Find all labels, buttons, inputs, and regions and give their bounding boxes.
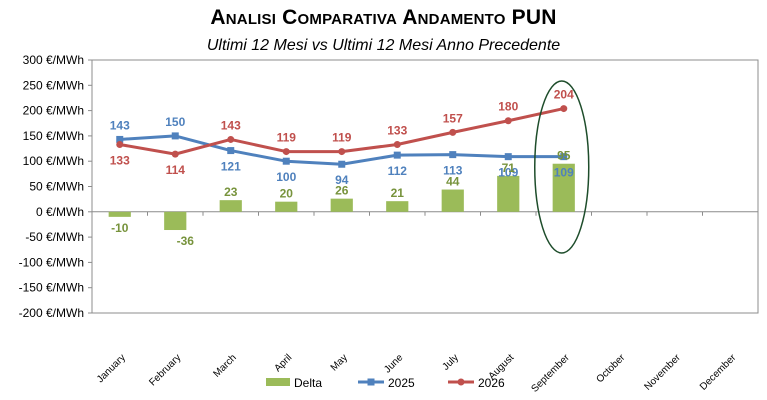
marker-2026: [393, 141, 401, 149]
y-tick-label: 100 €/MWh: [23, 154, 84, 168]
data-label-2026: 204: [554, 88, 574, 102]
data-label-2025: 109: [554, 166, 574, 180]
delta-bar: [219, 200, 242, 212]
chart-subtitle: Ultimi 12 Mesi vs Ultimi 12 Mesi Anno Pr…: [206, 37, 561, 54]
x-tick-label: September: [530, 352, 573, 395]
marker-2026: [338, 148, 346, 156]
x-tick-label: July: [441, 352, 461, 372]
data-label-2025: 143: [110, 118, 130, 132]
x-tick-label: January: [95, 352, 128, 385]
data-label-2026: 133: [387, 124, 407, 138]
marker-2026: [227, 135, 235, 143]
data-label-2026: 119: [277, 131, 297, 145]
data-label-2026: 133: [110, 154, 130, 168]
x-tick-label: June: [382, 352, 405, 375]
data-label-2025: 112: [388, 164, 408, 178]
marker-2026: [116, 141, 124, 149]
x-tick-label: December: [698, 352, 739, 393]
y-tick-label: 250 €/MWh: [23, 78, 84, 92]
x-tick-label: November: [642, 352, 683, 393]
y-tick-label: -150 €/MWh: [19, 281, 84, 295]
delta-bar: [441, 189, 464, 212]
data-label-delta: 26: [335, 184, 349, 198]
legend-swatch-Delta: [266, 378, 290, 386]
data-label-delta: -36: [177, 234, 195, 248]
marker-2025: [504, 153, 512, 161]
legend-label-Delta: Delta: [294, 376, 322, 390]
legend-label-2026: 2026: [478, 376, 505, 390]
data-label-delta: -10: [111, 221, 129, 235]
legend-marker-2026: [457, 378, 465, 386]
marker-2025: [227, 147, 235, 155]
x-tick-label: April: [272, 352, 294, 374]
marker-2026: [171, 150, 179, 158]
x-tick-label: October: [594, 352, 627, 385]
delta-bar: [386, 201, 409, 212]
marker-2025: [393, 151, 401, 159]
marker-2026: [282, 148, 290, 156]
plot-area: [91, 59, 759, 314]
marker-2025: [116, 135, 124, 143]
y-tick-label: 200 €/MWh: [23, 104, 84, 118]
data-label-delta: 23: [224, 185, 238, 199]
data-label-2026: 180: [498, 100, 518, 114]
data-label-2026: 157: [443, 111, 463, 125]
x-tick-label: May: [329, 352, 350, 373]
data-label-2025: 121: [221, 160, 241, 174]
data-label-delta: 95: [557, 149, 571, 163]
delta-bar: [164, 211, 187, 231]
marker-2025: [282, 157, 290, 165]
data-label-delta: 44: [446, 175, 460, 189]
y-tick-label: -100 €/MWh: [19, 255, 84, 269]
data-label-2026: 143: [221, 118, 241, 132]
chart-title: Analisi Comparativa Andamento PUN: [210, 6, 557, 29]
data-label-2025: 113: [443, 164, 463, 178]
delta-bar: [108, 211, 131, 217]
data-label-delta: 71: [502, 161, 516, 175]
marker-2026: [449, 128, 457, 136]
y-tick-label: -50 €/MWh: [25, 230, 84, 244]
y-tick-label: -200 €/MWh: [19, 306, 84, 320]
y-tick-label: 150 €/MWh: [23, 129, 84, 143]
data-label-2026: 114: [166, 163, 186, 177]
data-label-2025: 94: [335, 173, 349, 187]
data-label-delta: 21: [391, 186, 405, 200]
x-tick-label: March: [211, 352, 238, 379]
data-label-2025: 109: [498, 166, 518, 180]
legend-marker-2025: [367, 378, 375, 386]
x-tick-label: February: [147, 352, 183, 388]
highlight-ellipse: [534, 80, 590, 254]
data-label-2025: 150: [165, 115, 185, 129]
marker-2026: [560, 105, 568, 113]
delta-bar: [552, 163, 575, 212]
legend-label-2025: 2025: [388, 376, 415, 390]
y-tick-label: 50 €/MWh: [29, 180, 84, 194]
y-tick-label: 300 €/MWh: [23, 53, 84, 67]
delta-bar: [275, 201, 298, 212]
marker-2026: [504, 117, 512, 125]
data-label-2025: 100: [276, 170, 296, 184]
marker-2025: [560, 153, 568, 161]
delta-bar: [497, 175, 520, 212]
marker-2025: [171, 132, 179, 140]
y-tick-label: 0 €/MWh: [36, 205, 84, 219]
data-label-2026: 119: [332, 131, 352, 145]
marker-2025: [449, 151, 457, 159]
marker-2025: [338, 160, 346, 168]
delta-bar: [330, 198, 353, 212]
data-label-delta: 20: [280, 187, 294, 201]
